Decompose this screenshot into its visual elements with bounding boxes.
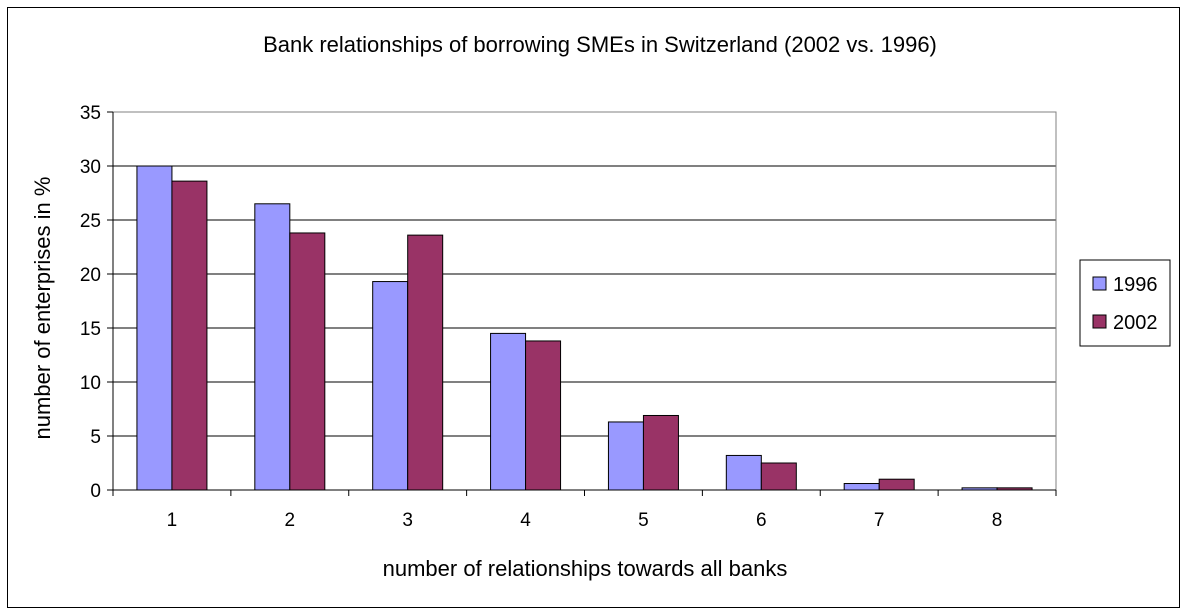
y-tick-label: 25 bbox=[80, 211, 101, 232]
bars bbox=[136, 165, 1033, 491]
bar-1996-4 bbox=[490, 332, 527, 491]
x-tick-label: 1 bbox=[167, 510, 178, 531]
y-tick-label: 5 bbox=[90, 427, 101, 448]
y-tick-label: 20 bbox=[80, 265, 101, 286]
y-tick-label: 35 bbox=[80, 103, 101, 124]
bar-2002-4 bbox=[525, 340, 562, 491]
bar-2002-2 bbox=[289, 232, 326, 491]
y-axis-title: number of enterprises in % bbox=[30, 177, 55, 440]
bar-1996-3 bbox=[372, 281, 409, 491]
bar-2002-3 bbox=[407, 234, 444, 491]
bar-2002-1 bbox=[171, 180, 208, 491]
bar-1996-6 bbox=[725, 454, 762, 491]
bar-1996-5 bbox=[607, 421, 644, 491]
x-tick-label: 7 bbox=[874, 510, 885, 531]
y-tick-label: 15 bbox=[80, 319, 101, 340]
y-tick-label: 30 bbox=[80, 157, 101, 178]
legend: 1996 2002 bbox=[1079, 259, 1171, 347]
x-axis-title: number of relationships towards all bank… bbox=[383, 556, 788, 581]
legend-swatch-1996 bbox=[1092, 276, 1107, 291]
chart-title: Bank relationships of borrowing SMEs in … bbox=[263, 32, 937, 57]
bar-1996-7 bbox=[843, 483, 880, 491]
x-tick-labels: 1 2 3 4 5 6 7 8 bbox=[167, 510, 1003, 531]
bar-2002-6 bbox=[760, 462, 797, 491]
x-tick-label: 5 bbox=[638, 510, 649, 531]
bar-1996-1 bbox=[136, 165, 173, 491]
bar-2002-5 bbox=[642, 414, 679, 491]
bar-2002-7 bbox=[878, 478, 915, 491]
x-tick-label: 3 bbox=[402, 510, 413, 531]
legend-swatch-2002 bbox=[1092, 314, 1107, 329]
x-tick-label: 4 bbox=[520, 510, 531, 531]
x-tick-label: 2 bbox=[285, 510, 296, 531]
legend-label-2002: 2002 bbox=[1113, 312, 1158, 334]
legend-box bbox=[1079, 259, 1171, 347]
bar-1996-2 bbox=[254, 203, 291, 491]
y-tick-label: 10 bbox=[80, 373, 101, 394]
y-tick-labels: 0 5 10 15 20 25 30 35 bbox=[80, 103, 101, 502]
legend-label-1996: 1996 bbox=[1113, 274, 1158, 296]
axes bbox=[107, 111, 1057, 496]
x-tick-label: 6 bbox=[756, 510, 767, 531]
x-tick-label: 8 bbox=[992, 510, 1003, 531]
y-tick-label: 0 bbox=[90, 481, 101, 502]
